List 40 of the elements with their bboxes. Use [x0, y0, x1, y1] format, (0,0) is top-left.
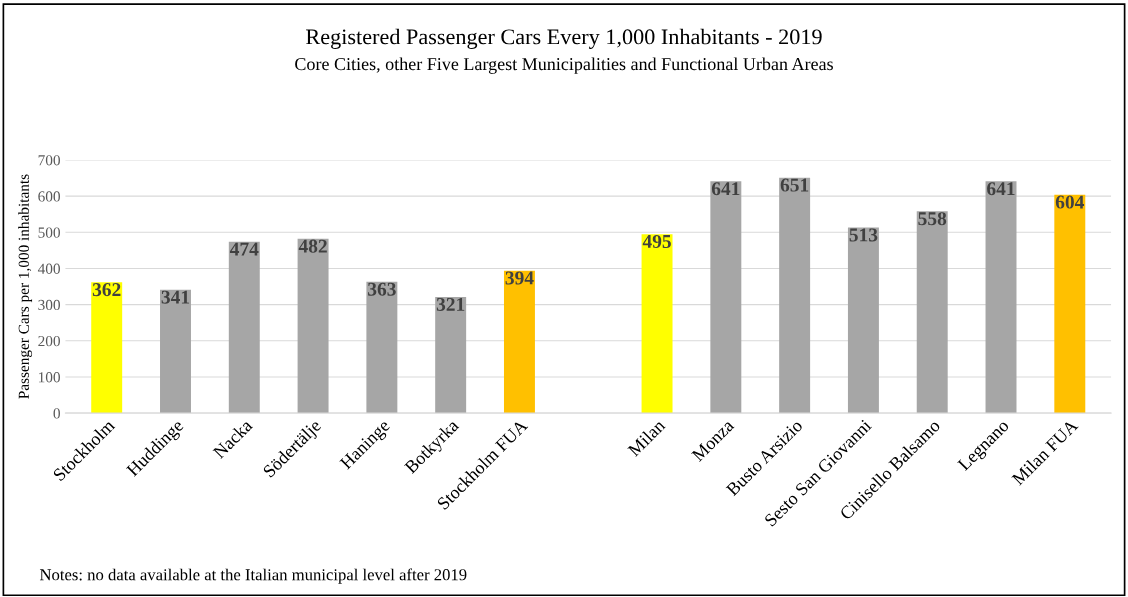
data-label: 641 [711, 182, 740, 196]
data-label: 321 [436, 297, 465, 311]
chart-title: Registered Passenger Cars Every 1,000 Inhabitants - 2019 [306, 28, 822, 49]
data-label: 341 [161, 290, 190, 304]
data-label: 495 [642, 234, 671, 249]
y-axis-title: Passenger Cars per 1,000 inhabitants [18, 174, 33, 399]
bar [985, 181, 1017, 414]
bar [297, 238, 329, 414]
bar [710, 181, 742, 414]
data-label: 604 [1055, 195, 1085, 209]
data-label: 651 [780, 178, 809, 192]
bar [91, 282, 123, 414]
y-tick-label: 700 [38, 155, 60, 166]
bar [503, 270, 535, 414]
data-label: 474 [229, 242, 259, 256]
data-label: 394 [505, 271, 534, 285]
y-tick-label: 400 [37, 263, 60, 274]
data-label: 482 [298, 239, 327, 253]
y-tick-label: 200 [38, 335, 60, 347]
bar [1054, 194, 1086, 414]
chart-subtitle: Core Cities, other Five Largest Municipalities and Functional Urban Areas [295, 57, 833, 74]
text: Notes: no data available at the Italian municipal level after 2019 [39, 568, 467, 584]
y-tick-label: 100 [38, 372, 60, 383]
bar [779, 177, 811, 414]
bar [641, 234, 673, 414]
data-label: 362 [92, 283, 121, 297]
bar [228, 241, 260, 414]
bar [916, 211, 948, 414]
bar [435, 297, 467, 414]
data-label: 641 [987, 182, 1015, 196]
y-tick-label: 300 [38, 299, 60, 311]
y-tick-label: 0 [53, 408, 60, 419]
data-label: 513 [849, 228, 878, 242]
data-label: 558 [918, 212, 947, 226]
bar [160, 289, 191, 414]
data-label: 363 [368, 282, 396, 296]
bar [366, 281, 398, 414]
bar [847, 227, 879, 414]
y-tick-label: 500 [38, 227, 60, 238]
y-tick-label: 600 [38, 191, 60, 202]
